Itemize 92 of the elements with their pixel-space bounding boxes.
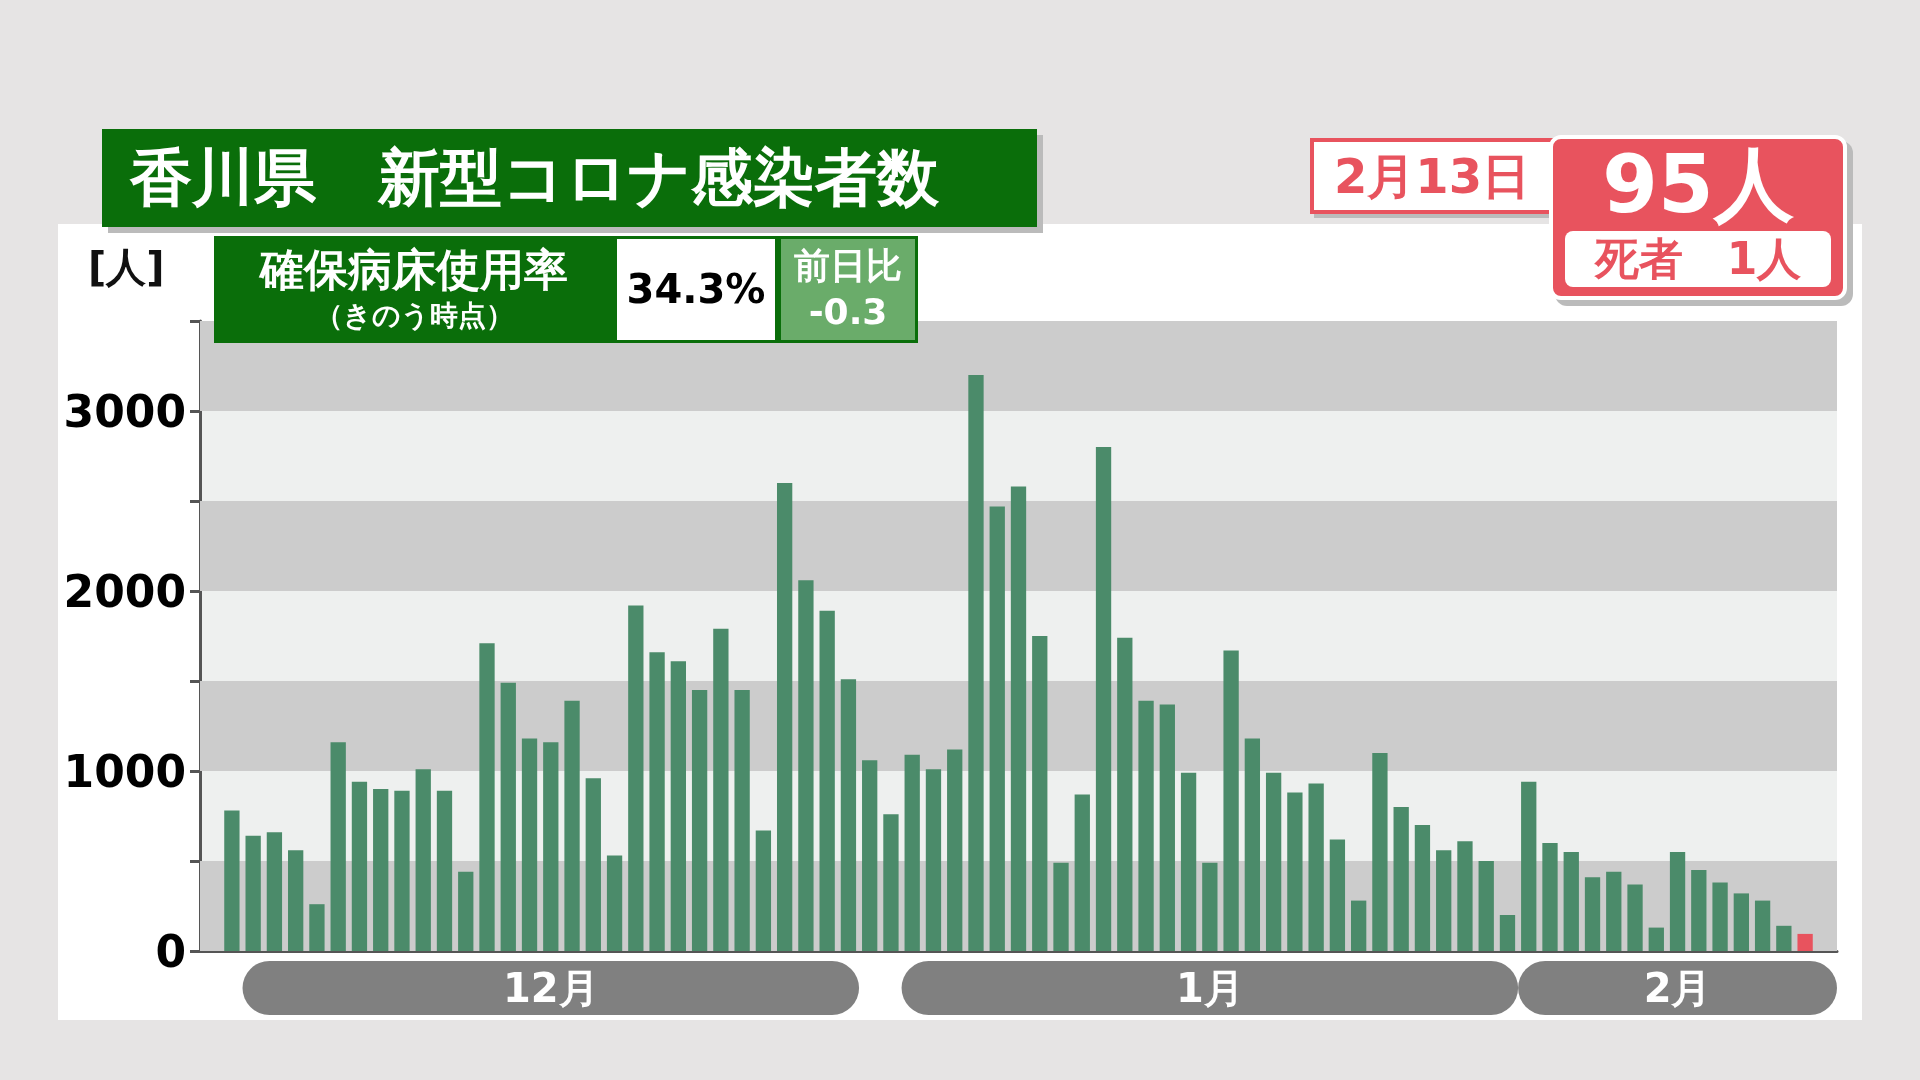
annotation: -0.3 bbox=[807, 290, 889, 334]
bar bbox=[1691, 870, 1707, 951]
text: 確保病床使用率 bbox=[258, 243, 569, 297]
text: 95人 bbox=[1601, 138, 1795, 231]
bar bbox=[1180, 772, 1197, 951]
bar bbox=[1032, 636, 1048, 951]
bar bbox=[1372, 753, 1388, 951]
bar bbox=[1351, 900, 1367, 951]
bar bbox=[1521, 781, 1537, 951]
bar bbox=[670, 661, 686, 951]
bar bbox=[1499, 915, 1516, 951]
y-tick-label: 2000 bbox=[63, 565, 186, 617]
bar bbox=[1117, 637, 1133, 951]
bar bbox=[1584, 877, 1601, 951]
bar bbox=[1563, 852, 1579, 951]
bar bbox=[224, 810, 240, 951]
bar bbox=[1436, 850, 1452, 951]
bar bbox=[330, 742, 346, 951]
bar bbox=[1478, 861, 1494, 951]
bar bbox=[1265, 772, 1282, 951]
bar bbox=[989, 506, 1005, 951]
bar bbox=[925, 769, 942, 951]
bar bbox=[543, 742, 559, 951]
bar bbox=[606, 855, 623, 951]
bar bbox=[585, 778, 601, 951]
bar bbox=[713, 628, 729, 951]
x-tick-label: 2月 bbox=[1643, 965, 1712, 1011]
bar bbox=[373, 789, 389, 951]
text: 2月13日 bbox=[1310, 138, 1554, 214]
bar bbox=[1776, 925, 1792, 951]
bar bbox=[1648, 927, 1664, 951]
bar bbox=[691, 690, 708, 951]
bar bbox=[521, 738, 538, 951]
bar bbox=[288, 850, 304, 951]
bar bbox=[1159, 704, 1175, 951]
bar bbox=[394, 790, 410, 951]
bar bbox=[1287, 792, 1303, 951]
bar bbox=[968, 375, 984, 951]
text: 34.3% bbox=[614, 236, 778, 343]
text: 前日比 bbox=[793, 244, 903, 288]
bar bbox=[1712, 882, 1728, 951]
bar bbox=[436, 790, 453, 951]
bar bbox=[1053, 862, 1069, 951]
bar bbox=[415, 769, 431, 951]
bar bbox=[245, 835, 261, 951]
bar bbox=[1095, 447, 1112, 951]
bar bbox=[798, 580, 814, 951]
annotation: （きのう時点） bbox=[313, 299, 515, 332]
y-tick-label: 0 bbox=[155, 925, 186, 977]
bar bbox=[1074, 794, 1090, 951]
bar bbox=[564, 700, 580, 951]
bar bbox=[1010, 486, 1027, 951]
bar bbox=[1542, 843, 1558, 951]
bar bbox=[819, 610, 835, 951]
bar bbox=[862, 760, 878, 951]
bar bbox=[1244, 738, 1261, 951]
text: 死者 1人 bbox=[1565, 231, 1831, 287]
bar bbox=[1627, 884, 1643, 951]
bar bbox=[1138, 700, 1154, 951]
y-tick-label: 1000 bbox=[63, 745, 186, 797]
bar bbox=[479, 643, 495, 951]
bar bbox=[500, 682, 516, 951]
x-tick-label: 1月 bbox=[1175, 965, 1244, 1011]
bar bbox=[458, 871, 474, 951]
bar bbox=[309, 904, 325, 951]
bar bbox=[1393, 807, 1409, 951]
bar bbox=[776, 483, 793, 951]
bar bbox=[628, 605, 644, 951]
bar bbox=[840, 679, 857, 951]
bar bbox=[883, 814, 899, 951]
bar bbox=[947, 749, 963, 951]
bar bbox=[1202, 862, 1218, 951]
bar bbox=[351, 781, 368, 951]
bar bbox=[1414, 825, 1431, 951]
bar bbox=[1669, 852, 1686, 951]
bar bbox=[1329, 839, 1346, 951]
bar bbox=[1797, 933, 1813, 951]
bar bbox=[904, 754, 920, 951]
bar bbox=[1606, 871, 1622, 951]
bar bbox=[1223, 650, 1239, 951]
bar bbox=[266, 832, 283, 951]
bar bbox=[734, 690, 750, 951]
y-tick-label: 3000 bbox=[63, 385, 186, 437]
x-tick-label: 12月 bbox=[502, 965, 599, 1011]
bar bbox=[1754, 900, 1771, 951]
y-axis-title: [人] bbox=[88, 243, 165, 292]
bar bbox=[649, 652, 665, 951]
bar bbox=[755, 830, 772, 951]
bar bbox=[1733, 893, 1749, 951]
chart-title: 香川県 新型コロナ感染者数 bbox=[102, 129, 1037, 227]
bar bbox=[1457, 841, 1473, 951]
bar bbox=[1308, 783, 1324, 951]
